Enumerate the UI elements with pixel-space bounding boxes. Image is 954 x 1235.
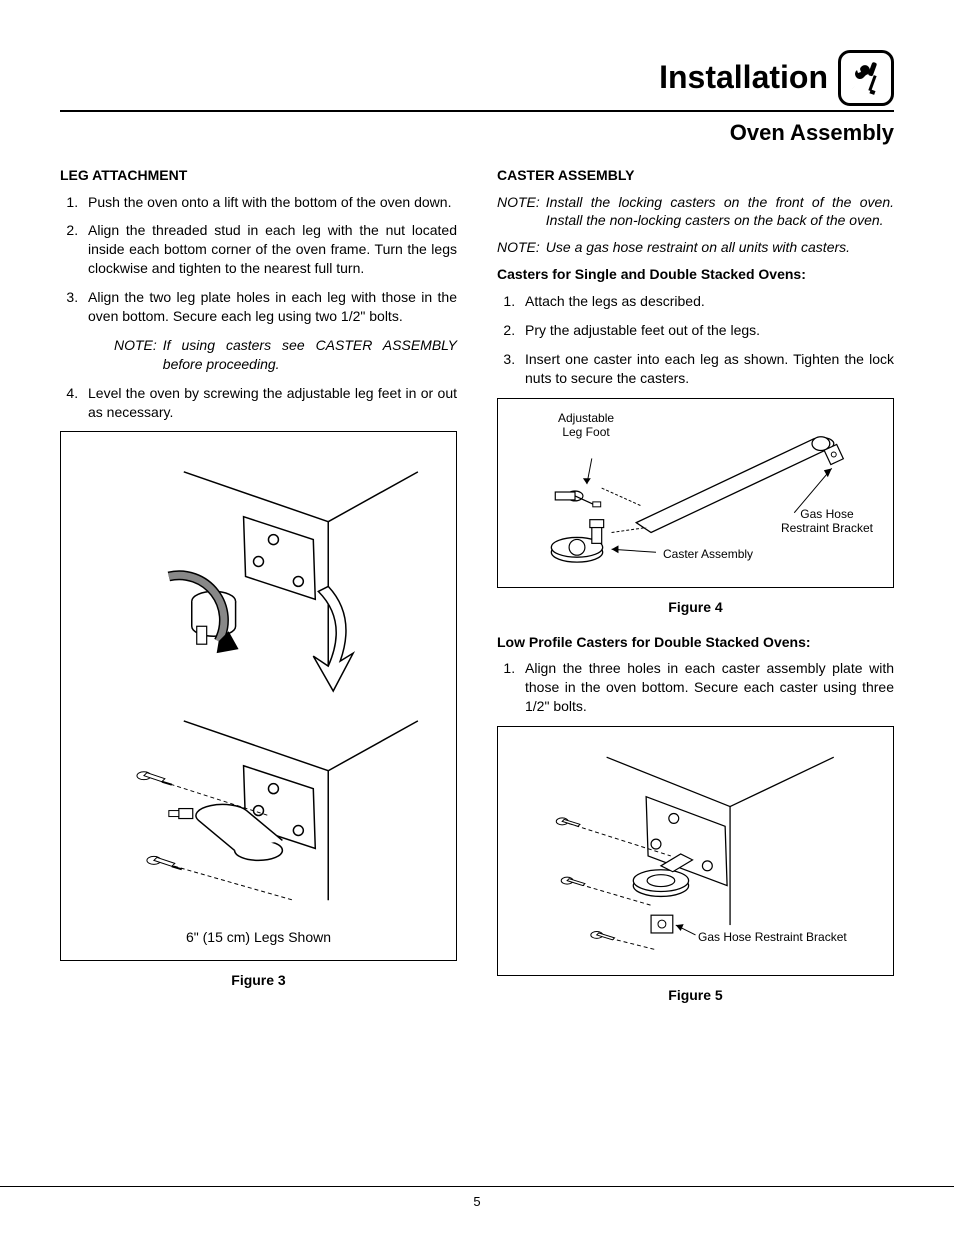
csd-step-1: Attach the legs as described.	[519, 292, 894, 311]
right-column: CASTER ASSEMBLY NOTE: Install the lockin…	[497, 166, 894, 1021]
fig4-label-caster-assembly: Caster Assembly	[663, 547, 753, 561]
note-label: NOTE:	[114, 336, 163, 374]
figure-3-caption: Figure 3	[60, 971, 457, 990]
caster-note-2: NOTE: Use a gas hose restraint on all un…	[497, 238, 894, 257]
page-subtitle: Oven Assembly	[60, 118, 894, 148]
low-profile-heading: Low Profile Casters for Double Stacked O…	[497, 633, 894, 652]
casters-single-double-steps: Attach the legs as described. Pry the ad…	[497, 292, 894, 388]
note-label: NOTE:	[497, 193, 546, 231]
figure-3: 6" (15 cm) Legs Shown	[60, 431, 457, 961]
leg-step-3: Align the two leg plate holes in each le…	[82, 288, 457, 374]
tools-icon	[838, 50, 894, 106]
figure-3-inner-caption: 6" (15 cm) Legs Shown	[61, 928, 456, 947]
lp-step-1: Align the three holes in each caster ass…	[519, 659, 894, 716]
leg-step-4: Level the oven by screwing the adjustabl…	[82, 384, 457, 422]
left-column: LEG ATTACHMENT Push the oven onto a lift…	[60, 166, 457, 1021]
leg-attachment-steps: Push the oven onto a lift with the botto…	[60, 193, 457, 422]
page-footer: 5	[0, 1186, 954, 1211]
low-profile-steps: Align the three holes in each caster ass…	[497, 659, 894, 716]
note-body: Install the locking casters on the front…	[546, 193, 894, 231]
leg-step-3-text: Align the two leg plate holes in each le…	[88, 289, 457, 324]
fig4-label-adjustable-foot: Adjustable Leg Foot	[558, 411, 614, 440]
caster-note-1: NOTE: Install the locking casters on the…	[497, 193, 894, 231]
fig4-label-gas-bracket: Gas Hose Restraint Bracket	[781, 507, 873, 536]
page-header: Installation	[60, 50, 894, 112]
figure-5-caption: Figure 5	[497, 986, 894, 1005]
page-title: Installation	[659, 56, 828, 99]
note-label: NOTE:	[497, 238, 546, 257]
leg-note: NOTE: If using casters see CASTER ASSEMB…	[114, 336, 457, 374]
note-body: Use a gas hose restraint on all units wi…	[546, 238, 894, 257]
page-number: 5	[473, 1194, 480, 1209]
casters-single-double-heading: Casters for Single and Double Stacked Ov…	[497, 265, 894, 284]
leg-attachment-heading: LEG ATTACHMENT	[60, 166, 457, 185]
content-columns: LEG ATTACHMENT Push the oven onto a lift…	[60, 166, 894, 1021]
figure-4: Adjustable Leg Foot Gas Hose Restraint B…	[497, 398, 894, 588]
fig5-label-gas-bracket: Gas Hose Restraint Bracket	[698, 930, 847, 944]
csd-step-2: Pry the adjustable feet out of the legs.	[519, 321, 894, 340]
caster-assembly-heading: CASTER ASSEMBLY	[497, 166, 894, 185]
note-body: If using casters see CASTER ASSEMBLY bef…	[163, 336, 457, 374]
leg-step-1: Push the oven onto a lift with the botto…	[82, 193, 457, 212]
figure-5: Gas Hose Restraint Bracket	[497, 726, 894, 976]
csd-step-3: Insert one caster into each leg as shown…	[519, 350, 894, 388]
figure-4-caption: Figure 4	[497, 598, 894, 617]
leg-step-2: Align the threaded stud in each leg with…	[82, 221, 457, 278]
